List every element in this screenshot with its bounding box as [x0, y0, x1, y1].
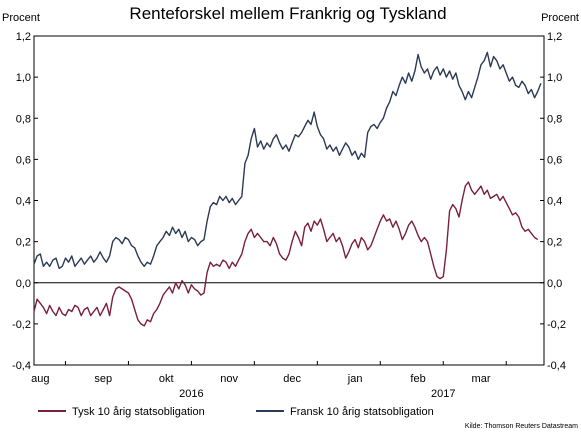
x-year-label: 2016	[179, 388, 203, 400]
y-axis-unit-right: Procent	[541, 12, 579, 24]
y-tick-label: 0,2	[16, 237, 31, 249]
y-axis-right: 1,2 1,0 0,8 0,6 0,4 0,2 0,0 -0,2 -0,4	[540, 31, 566, 372]
y-tick-label: 0,6	[16, 154, 31, 166]
legend: Tysk 10 årig statsobligation Fransk 10 å…	[38, 406, 434, 418]
y-tick-label: 0,6	[547, 154, 562, 166]
legend-label-tysk: Tysk 10 årig statsobligation	[72, 406, 205, 418]
y-tick-label: 0,2	[547, 237, 562, 249]
legend-label-fransk: Fransk 10 årig statsobligation	[290, 406, 434, 418]
chart-title: Renteforskel mellem Frankrig og Tyskland	[129, 4, 446, 23]
x-year-label: 2017	[431, 388, 455, 400]
y-axis-unit-left: Procent	[2, 12, 40, 24]
y-tick-label: -0,2	[547, 319, 566, 331]
x-tick-label: dec	[283, 373, 301, 385]
y-tick-label: 1,0	[16, 72, 31, 84]
x-tick-label: aug	[31, 373, 49, 385]
y-tick-label: -0,4	[12, 360, 31, 372]
y-tick-label: 0,8	[547, 113, 562, 125]
y-tick-label: -0,2	[12, 319, 31, 331]
y-tick-label: 0,4	[547, 196, 562, 208]
series-line-fransk	[33, 51, 542, 270]
x-tick-label: sep	[94, 373, 112, 385]
y-tick-label: 0,0	[547, 278, 562, 290]
x-axis: aug sep okt nov dec jan feb mar 2016 2017	[31, 361, 507, 400]
y-tick-label: 1,2	[547, 31, 562, 43]
x-tick-label: okt	[159, 373, 174, 385]
y-tick-label: 0,4	[16, 196, 31, 208]
y-tick-label: 1,2	[16, 31, 31, 43]
y-axis-left: 1,2 1,0 0,8 0,6 0,4 0,2 0,0 -0,2 -0,4	[12, 31, 38, 372]
y-tick-label: 1,0	[547, 72, 562, 84]
x-tick-label: nov	[220, 373, 238, 385]
x-tick-label: mar	[472, 373, 491, 385]
plot-area	[33, 35, 545, 366]
y-tick-label: -0,4	[547, 360, 566, 372]
source-note: Kilde: Thomson Reuters Datastream	[465, 423, 578, 430]
x-tick-label: feb	[410, 373, 425, 385]
y-tick-label: 0,8	[16, 113, 31, 125]
x-tick-label: jan	[347, 373, 363, 385]
series-lines	[33, 51, 542, 327]
series-line-tysk	[33, 181, 539, 327]
y-tick-label: 0,0	[16, 278, 31, 290]
